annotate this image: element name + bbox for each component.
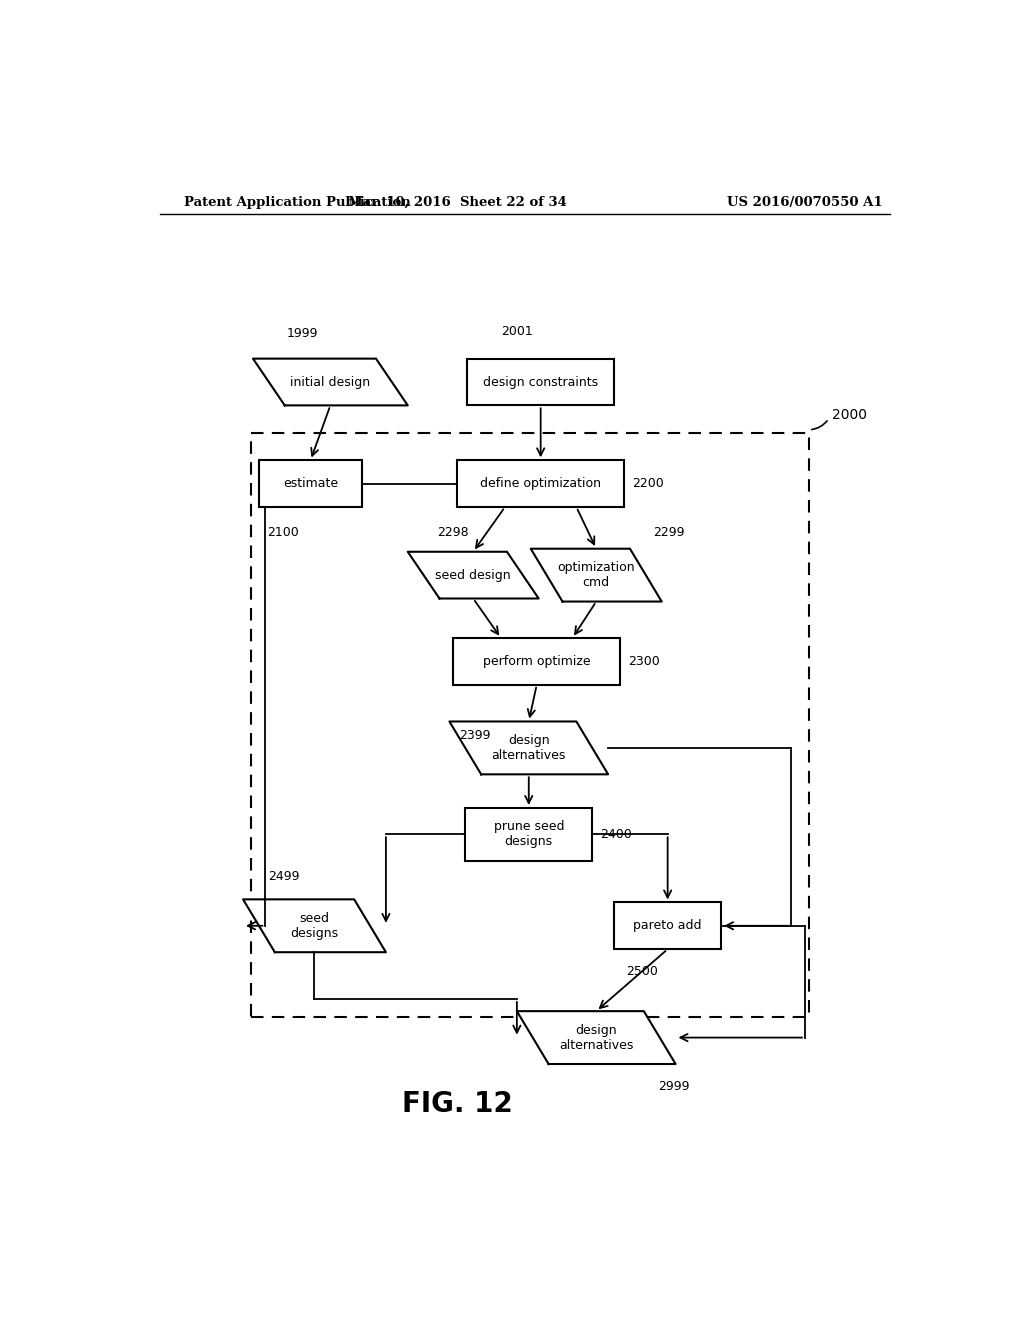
FancyBboxPatch shape [467,359,614,405]
Text: estimate: estimate [283,477,338,490]
Text: 2298: 2298 [437,525,469,539]
Text: FIG. 12: FIG. 12 [402,1089,513,1118]
Text: 2399: 2399 [459,729,490,742]
Text: Mar. 10, 2016  Sheet 22 of 34: Mar. 10, 2016 Sheet 22 of 34 [348,195,566,209]
FancyBboxPatch shape [259,461,362,507]
Text: design constraints: design constraints [483,375,598,388]
Polygon shape [517,1011,676,1064]
Text: 2999: 2999 [658,1080,689,1093]
Text: prune seed
designs: prune seed designs [494,820,564,849]
Bar [251,433,809,1018]
Polygon shape [253,359,408,405]
Text: pareto add: pareto add [634,919,701,932]
Polygon shape [408,552,539,598]
Polygon shape [450,722,608,775]
Text: initial design: initial design [291,375,371,388]
Text: 1999: 1999 [287,327,318,339]
FancyBboxPatch shape [454,638,620,685]
Text: Patent Application Publication: Patent Application Publication [183,195,411,209]
Text: 2000: 2000 [831,408,867,421]
Text: design
alternatives: design alternatives [559,1023,634,1052]
Text: 2499: 2499 [268,870,300,883]
Text: perform optimize: perform optimize [483,655,591,668]
Text: optimization
cmd: optimization cmd [557,561,635,589]
Text: seed
designs: seed designs [291,912,339,940]
Text: 2100: 2100 [267,525,299,539]
Text: 2299: 2299 [653,525,685,539]
Text: 2400: 2400 [600,828,632,841]
FancyBboxPatch shape [614,903,721,949]
Text: 2001: 2001 [501,325,532,338]
Polygon shape [243,899,386,952]
Text: design
alternatives: design alternatives [492,734,566,762]
Text: US 2016/0070550 A1: US 2016/0070550 A1 [727,195,883,209]
Text: 2200: 2200 [632,477,664,490]
FancyBboxPatch shape [465,808,592,861]
Text: define optimization: define optimization [480,477,601,490]
Polygon shape [530,549,662,602]
Text: seed design: seed design [435,569,511,582]
Text: 2300: 2300 [628,655,659,668]
Text: 2500: 2500 [627,965,658,978]
FancyBboxPatch shape [458,461,624,507]
